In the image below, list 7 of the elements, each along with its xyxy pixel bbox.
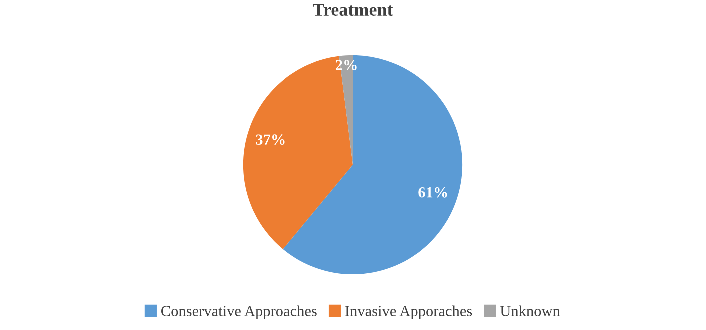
legend-label: Invasive Apporaches [345,306,472,320]
pie-slice [283,55,463,275]
data-label: 37% [256,134,285,146]
data-label: 61% [418,187,448,198]
legend-label: Conservative Approaches [162,306,317,320]
chart-title: Treatment [312,4,394,16]
legend-label: Unknown [500,306,560,316]
